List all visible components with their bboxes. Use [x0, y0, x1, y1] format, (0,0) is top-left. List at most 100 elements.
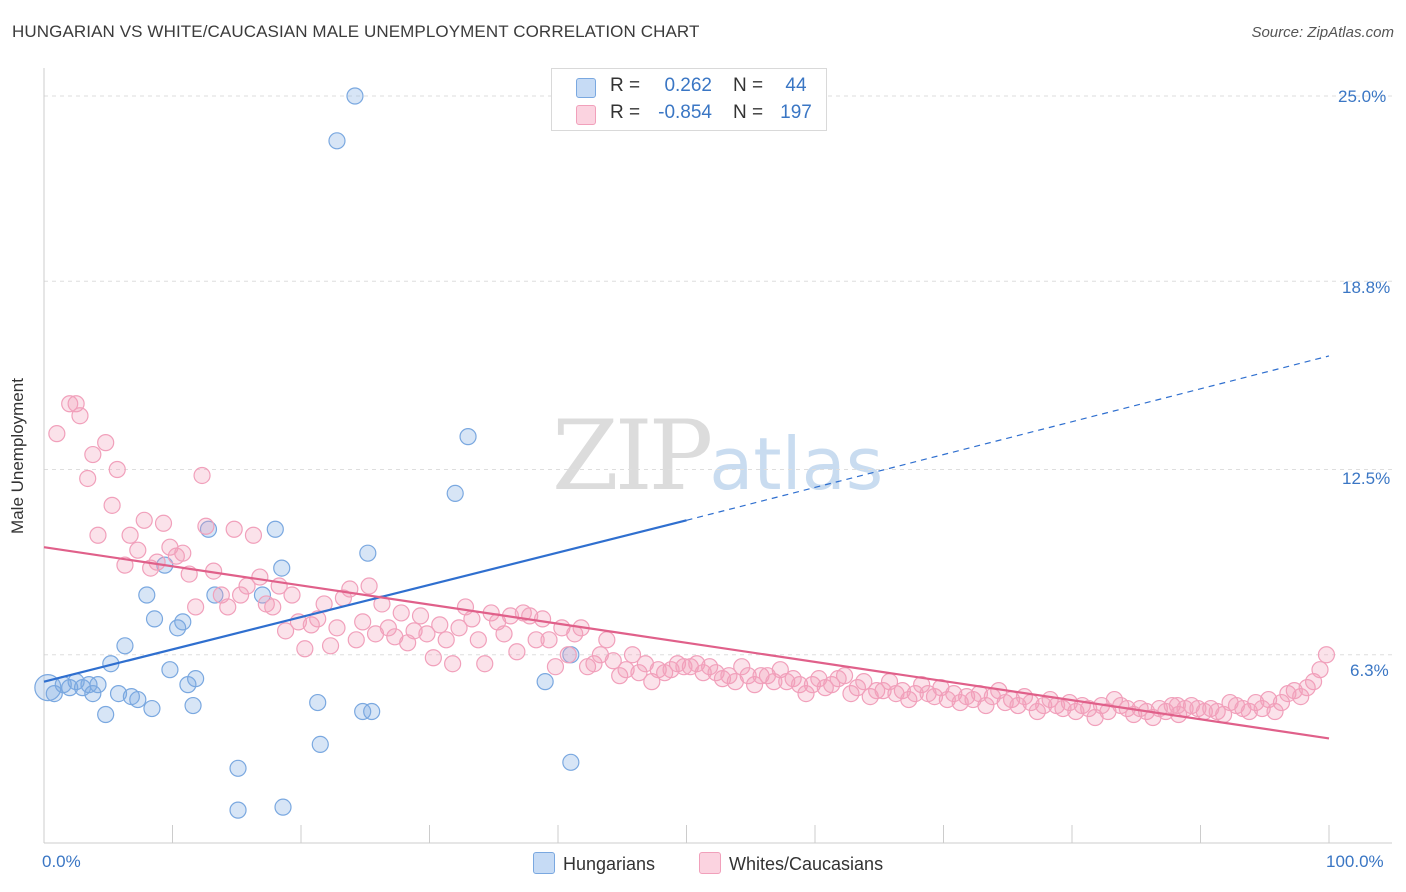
- n-label: N =: [733, 102, 764, 123]
- whites-point: [746, 676, 764, 694]
- whites-point: [951, 693, 969, 712]
- whites-point: [623, 646, 642, 664]
- whites-point: [328, 619, 346, 637]
- hungarians-point: [459, 428, 477, 446]
- whites-point: [174, 544, 192, 562]
- whites-point: [97, 434, 115, 452]
- hungarians-point: [562, 753, 580, 771]
- watermark: ZIPatlas: [552, 400, 883, 512]
- whites-point: [360, 577, 378, 595]
- r-value: 0.262: [664, 75, 712, 96]
- whites-point: [675, 658, 693, 676]
- legend-label-whites: Whites/Caucasians: [729, 854, 884, 874]
- whites-point: [906, 684, 924, 703]
- whites-point: [495, 625, 513, 643]
- hungarians-point: [138, 586, 156, 604]
- whites-point: [546, 658, 565, 676]
- whites-point: [411, 607, 430, 625]
- whites-point: [533, 610, 552, 628]
- hungarians-point: [229, 801, 247, 819]
- whites-point: [784, 670, 802, 688]
- hungarians-point: [80, 676, 98, 694]
- whites-point: [893, 682, 911, 700]
- whites-point: [108, 460, 126, 479]
- hungarians-point: [145, 610, 164, 628]
- whites-point: [89, 526, 107, 544]
- whites-point: [197, 517, 215, 535]
- watermark-zip: ZIP: [552, 400, 713, 512]
- hungarians-point: [129, 690, 147, 709]
- hungarians-point: [253, 586, 272, 604]
- hungarians-legend-swatch-icon: [533, 852, 555, 874]
- whites-point: [585, 655, 603, 673]
- whites-point: [79, 469, 97, 488]
- legend-label-hungarians: Hungarians: [563, 854, 656, 874]
- hungarians-point: [84, 684, 102, 703]
- whites-point: [855, 673, 873, 691]
- hungarians-point: [354, 702, 372, 721]
- hungarians-point: [89, 676, 107, 694]
- whites-point: [244, 526, 263, 544]
- hungarians-point: [273, 559, 291, 577]
- whites-point: [476, 655, 494, 673]
- whites-point: [803, 676, 822, 694]
- whites-point: [276, 622, 295, 640]
- whites-point: [405, 622, 423, 640]
- whites-point: [868, 682, 886, 700]
- whites-point: [424, 649, 442, 667]
- hungarians-trendline: [43, 519, 687, 683]
- whites-point: [1054, 699, 1072, 718]
- whites-point: [611, 667, 629, 685]
- whites-point: [437, 631, 455, 649]
- whites-point: [1247, 693, 1265, 712]
- whites-point: [379, 619, 397, 637]
- whites-point: [321, 637, 340, 655]
- whites-point: [264, 598, 282, 616]
- whites-point: [154, 514, 173, 532]
- hungarians-point: [328, 132, 346, 150]
- hungarians-point: [116, 637, 134, 655]
- whites-point: [848, 679, 867, 697]
- whites-point: [540, 631, 558, 649]
- whites-point: [84, 445, 102, 464]
- whites-point: [347, 631, 365, 649]
- whites-point: [874, 682, 892, 700]
- r-label: R =: [610, 75, 641, 96]
- whites-point: [129, 541, 147, 559]
- hungarians-point: [359, 544, 377, 562]
- hungarians-point: [309, 693, 327, 712]
- whites-point: [977, 696, 995, 715]
- whites-point: [1168, 696, 1186, 715]
- whites-point: [630, 664, 648, 682]
- whites-point: [116, 556, 134, 574]
- whites-trendline: [43, 546, 1330, 740]
- hungarians-point: [363, 702, 381, 721]
- hungarians-trendline-extension: [686, 355, 1330, 521]
- whites-point: [527, 631, 545, 649]
- whites-point: [48, 425, 66, 443]
- y-tick-label-18-8: 18.8%: [1342, 278, 1391, 297]
- hungarians-point: [266, 520, 284, 538]
- whites-point: [1240, 702, 1258, 721]
- y-axis-label: Male Unemployment: [8, 378, 27, 534]
- whites-point: [1311, 661, 1329, 679]
- hungarians-point: [206, 586, 224, 604]
- whites-point: [900, 690, 918, 709]
- whites-point: [1067, 702, 1085, 721]
- whites-point: [1028, 702, 1046, 721]
- hungarians-point: [199, 520, 218, 538]
- whites-point: [1009, 696, 1027, 715]
- whites-point: [733, 658, 751, 676]
- legend-item-hungarians: Hungarians: [533, 852, 655, 875]
- hungarians-point: [184, 696, 202, 715]
- hungarians-point: [161, 661, 179, 679]
- whites-point: [283, 586, 301, 604]
- hungarians-point: [143, 699, 161, 718]
- n-value: 197: [780, 102, 812, 123]
- whites-point: [835, 667, 854, 685]
- r-label: R =: [610, 102, 641, 123]
- whites-point: [508, 643, 526, 661]
- whites-point: [302, 616, 320, 634]
- whites-point: [392, 604, 410, 622]
